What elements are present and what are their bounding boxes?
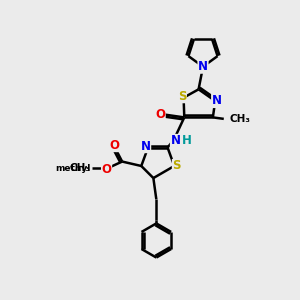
Text: O: O bbox=[110, 139, 120, 152]
Text: O: O bbox=[102, 163, 112, 176]
Text: CH₃: CH₃ bbox=[229, 114, 250, 124]
Text: O: O bbox=[155, 108, 165, 121]
Text: N: N bbox=[212, 94, 222, 107]
Text: H: H bbox=[182, 134, 192, 148]
Text: CH₃: CH₃ bbox=[69, 163, 90, 173]
Text: S: S bbox=[172, 160, 181, 172]
Text: methyl: methyl bbox=[55, 164, 90, 172]
Text: N: N bbox=[198, 60, 208, 73]
Text: N: N bbox=[141, 140, 151, 153]
Text: S: S bbox=[178, 90, 186, 103]
Text: N: N bbox=[170, 134, 181, 148]
